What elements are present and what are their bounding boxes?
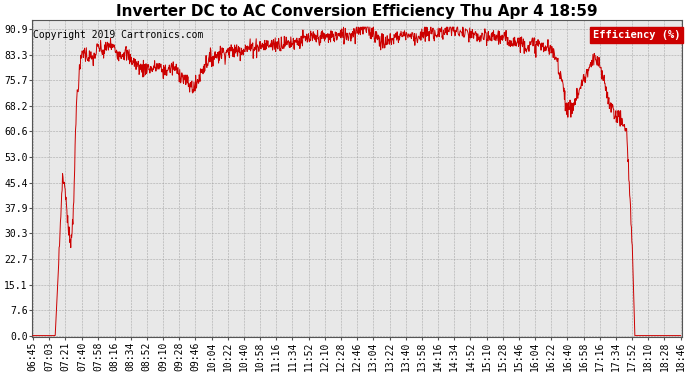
Text: Efficiency (%): Efficiency (%) bbox=[593, 30, 680, 40]
Title: Inverter DC to AC Conversion Efficiency Thu Apr 4 18:59: Inverter DC to AC Conversion Efficiency … bbox=[116, 4, 598, 19]
Text: Copyright 2019 Cartronics.com: Copyright 2019 Cartronics.com bbox=[33, 30, 204, 40]
